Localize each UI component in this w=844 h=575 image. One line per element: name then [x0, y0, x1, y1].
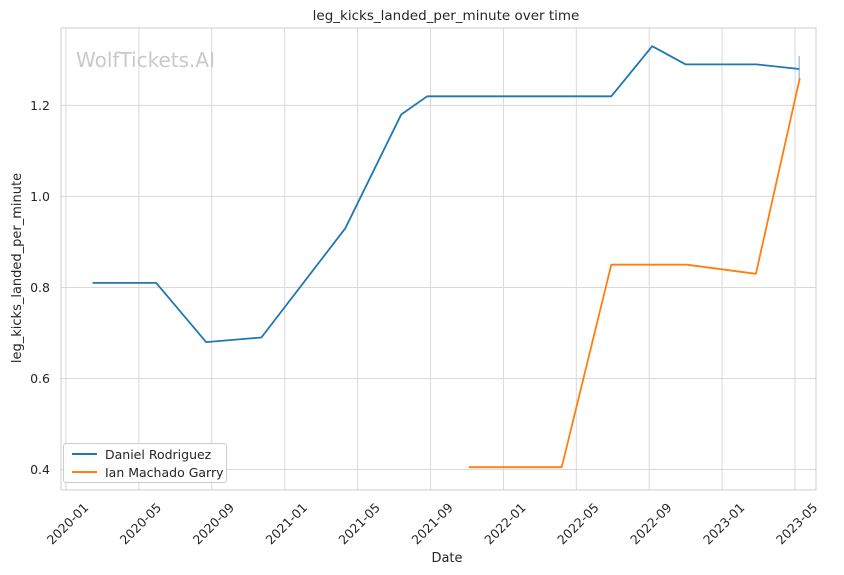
chart-title: leg_kicks_landed_per_minute over time — [313, 8, 580, 24]
x-tick-label: 2021-09 — [408, 500, 456, 548]
legend-line-swatch — [72, 471, 97, 473]
watermark: WolfTickets.AI — [76, 48, 215, 72]
x-tick-label: 2020-09 — [190, 500, 238, 548]
y-tick-label: 0.4 — [30, 462, 50, 477]
x-tick-label: 2022-09 — [627, 500, 675, 548]
series-line-daniel-rodriguez — [92, 45, 800, 344]
series-line-ian-machado-garry — [468, 77, 801, 469]
x-tick-label: 2020-01 — [44, 500, 92, 548]
x-tick-label: 2021-01 — [263, 500, 311, 548]
x-axis-label: Date — [431, 551, 462, 566]
y-tick-label: 1.0 — [30, 189, 50, 204]
x-tick-label: 2020-05 — [117, 500, 165, 548]
y-tick-label: 0.6 — [30, 371, 50, 386]
x-tick-labels: 2020-01 2020-05 2020-09 2021-01 2021-05 2021-… — [44, 500, 821, 548]
x-tick-label: 2022-05 — [554, 500, 602, 548]
legend-label: Ian Machado Garry — [105, 464, 224, 480]
y-tick-labels: 0.4 0.6 0.8 1.0 1.2 — [30, 98, 50, 477]
legend-label: Daniel Rodriguez — [105, 446, 212, 462]
legend-item-daniel-rodriguez: Daniel Rodriguez — [72, 446, 226, 462]
y-axis-label: leg_kicks_landed_per_minute — [10, 173, 25, 363]
x-tick-label: 2021-05 — [335, 500, 383, 548]
legend-line-swatch — [72, 453, 97, 455]
plot-border — [60, 27, 817, 491]
y-tick-label: 0.8 — [30, 280, 50, 295]
x-tick-label: 2023-05 — [773, 500, 821, 548]
x-tick-label: 2023-01 — [700, 500, 748, 548]
legend-item-ian-machado-garry: Ian Machado Garry — [72, 464, 226, 480]
grid-layer — [61, 28, 816, 490]
series-layer — [92, 45, 801, 469]
x-tick-label: 2022-01 — [481, 500, 529, 548]
legend: Daniel Rodriguez Ian Machado Garry — [63, 443, 227, 483]
y-tick-label: 1.2 — [30, 98, 50, 113]
